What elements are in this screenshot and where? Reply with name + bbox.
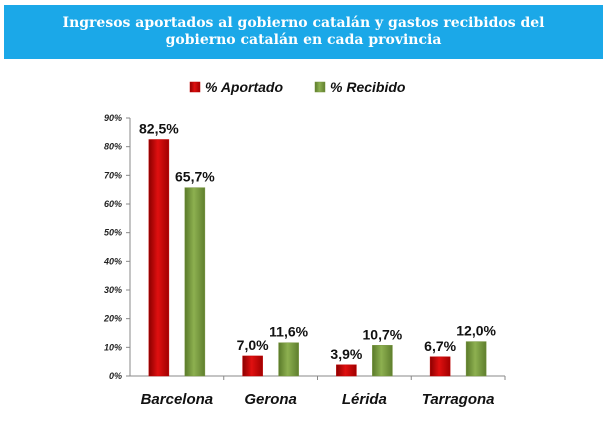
bar-aportado-gerona bbox=[242, 355, 263, 377]
bar-recibido-tarragona bbox=[465, 341, 487, 377]
chart-axes: 0% 10% 20% 30% 40% 50% 60% 70% 80% 90% Barcelona Ge… bbox=[103, 113, 506, 408]
x-category-label-gerona: Gerona bbox=[244, 391, 297, 408]
data-label-recibido-barcelona: 65,7% bbox=[175, 169, 215, 185]
data-label-recibido-gerona: 11,6% bbox=[269, 324, 308, 340]
chart-title-banner: Ingresos aportados al gobierno catalán y… bbox=[4, 5, 603, 59]
bar-recibido-gerona bbox=[278, 342, 299, 377]
chart-legend: % Aportado % Recibido bbox=[189, 79, 406, 95]
y-tick-label: 80% bbox=[104, 142, 122, 152]
data-label-aportado-barcelona: 82,5% bbox=[139, 121, 179, 137]
data-label-recibido-tarragona: 12,0% bbox=[456, 323, 496, 339]
y-tick-label: 60% bbox=[104, 199, 122, 209]
data-label-aportado-tarragona: 6,7% bbox=[424, 338, 456, 354]
bar-aportado-lerida bbox=[336, 364, 357, 377]
y-tick-label: 90% bbox=[104, 113, 122, 123]
legend-swatch-aportado bbox=[189, 81, 201, 93]
chart-title-line-1: Ingresos aportados al gobierno catalán y… bbox=[62, 15, 545, 31]
bar-recibido-barcelona bbox=[184, 187, 206, 377]
y-tick-label: 40% bbox=[103, 256, 122, 266]
x-category-label-tarragona: Tarragona bbox=[422, 391, 495, 408]
chart-title-line-2: gobierno catalán en cada provincia bbox=[165, 32, 442, 48]
legend-swatch-recibido bbox=[314, 81, 326, 93]
chart-data-labels: 82,5% 65,7% 7,0%11,6% 3,9%10,7% 6,7%12,0% bbox=[139, 121, 496, 362]
y-tick-label: 70% bbox=[104, 170, 122, 180]
x-category-label-barcelona: Barcelona bbox=[141, 391, 214, 408]
data-label-recibido-lerida: 10,7% bbox=[363, 326, 403, 342]
y-tick-label: 0% bbox=[109, 371, 122, 381]
bar-recibido-lerida bbox=[372, 345, 393, 377]
legend-label-aportado: % Aportado bbox=[205, 79, 283, 95]
y-tick-label: 30% bbox=[104, 285, 122, 295]
legend-label-recibido: % Recibido bbox=[330, 79, 406, 95]
y-tick-label: 50% bbox=[104, 228, 122, 238]
bar-aportado-barcelona bbox=[148, 139, 170, 377]
data-label-aportado-gerona: 7,0% bbox=[237, 337, 269, 353]
y-tick-label: 20% bbox=[103, 314, 122, 324]
y-tick-label: 10% bbox=[104, 342, 122, 352]
x-category-label-lerida: Lérida bbox=[342, 391, 387, 408]
bar-aportado-tarragona bbox=[429, 356, 451, 377]
data-label-aportado-lerida: 3,9% bbox=[330, 346, 362, 362]
chart-bars bbox=[148, 139, 487, 377]
